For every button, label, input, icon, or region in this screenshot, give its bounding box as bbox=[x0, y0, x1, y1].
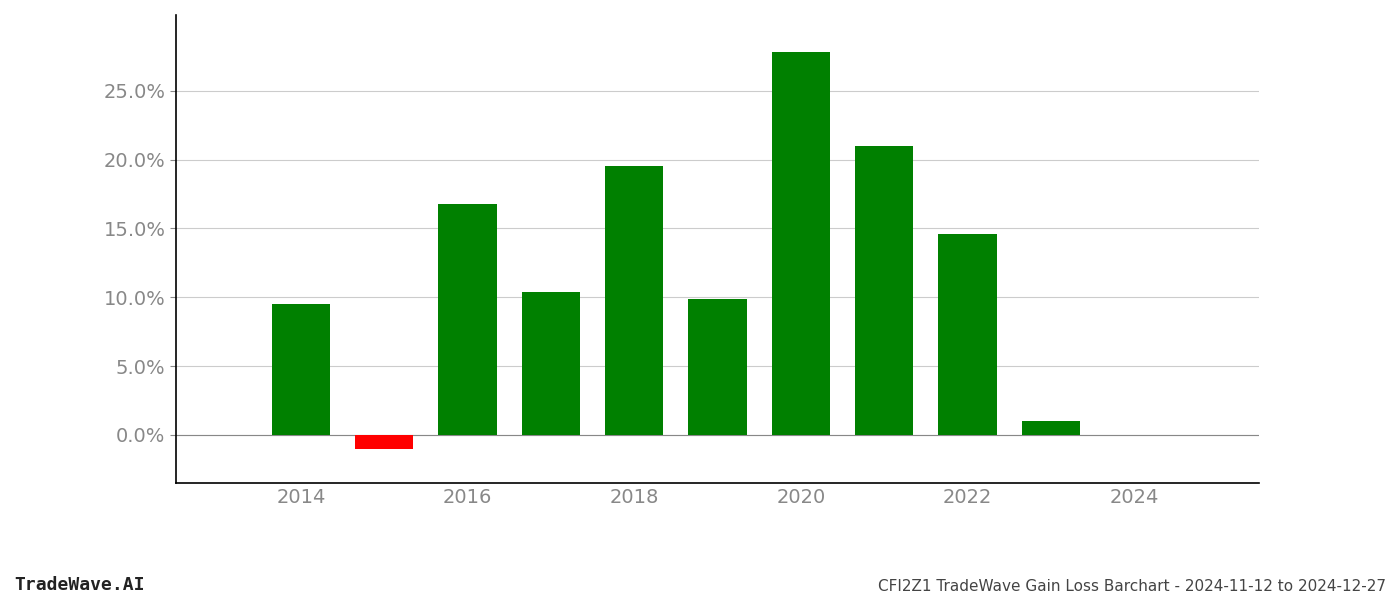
Bar bbox=[689, 299, 746, 435]
Bar bbox=[1022, 421, 1079, 435]
Text: CFI2Z1 TradeWave Gain Loss Barchart - 2024-11-12 to 2024-12-27: CFI2Z1 TradeWave Gain Loss Barchart - 20… bbox=[878, 579, 1386, 594]
Text: TradeWave.AI: TradeWave.AI bbox=[14, 576, 144, 594]
Bar bbox=[771, 52, 830, 435]
Bar bbox=[272, 304, 330, 435]
Bar bbox=[855, 146, 913, 435]
Bar bbox=[938, 234, 997, 435]
Bar bbox=[605, 166, 664, 435]
Bar bbox=[356, 435, 413, 449]
Bar bbox=[522, 292, 580, 435]
Bar bbox=[438, 203, 497, 435]
